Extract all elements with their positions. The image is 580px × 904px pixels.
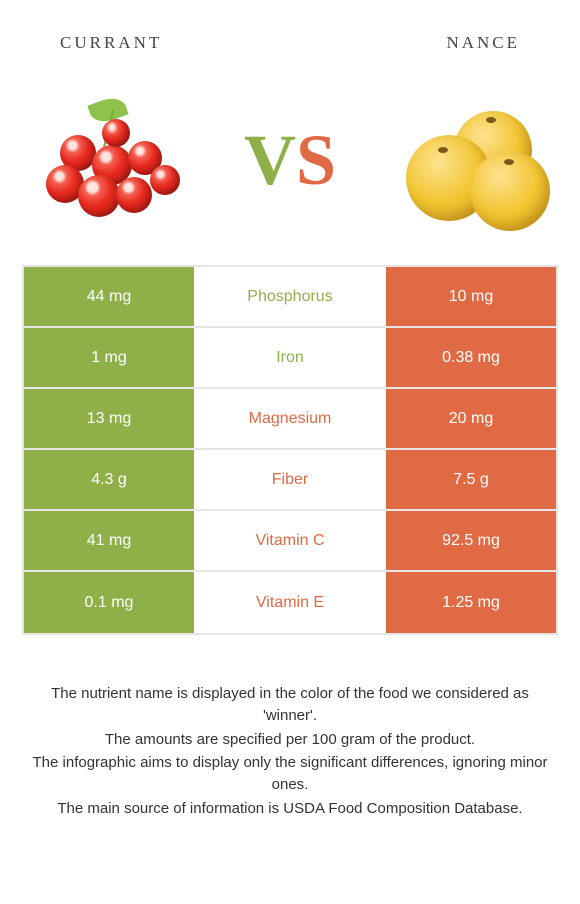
nutrient-label: Vitamin C <box>194 511 386 570</box>
value-left: 44 mg <box>24 267 194 326</box>
footnote-line: The infographic aims to display only the… <box>24 752 556 796</box>
currant-image <box>30 95 190 225</box>
nance-image <box>390 95 550 225</box>
footnote-line: The main source of information is USDA F… <box>24 798 556 820</box>
vs-s: S <box>296 120 336 200</box>
vs-label: VS <box>244 119 336 202</box>
nutrient-row: 44 mgPhosphorus10 mg <box>24 267 556 328</box>
value-left: 1 mg <box>24 328 194 387</box>
value-left: 41 mg <box>24 511 194 570</box>
nutrient-row: 1 mgIron0.38 mg <box>24 328 556 389</box>
value-right: 0.38 mg <box>386 328 556 387</box>
footnote-line: The amounts are specified per 100 gram o… <box>24 729 556 751</box>
hero: VS <box>0 65 580 255</box>
value-left: 13 mg <box>24 389 194 448</box>
nutrient-label: Phosphorus <box>194 267 386 326</box>
value-right: 10 mg <box>386 267 556 326</box>
nutrient-row: 0.1 mgVitamin E1.25 mg <box>24 572 556 633</box>
value-right: 92.5 mg <box>386 511 556 570</box>
nutrient-table: 44 mgPhosphorus10 mg1 mgIron0.38 mg13 mg… <box>22 265 558 635</box>
nutrient-label: Iron <box>194 328 386 387</box>
nutrient-label: Magnesium <box>194 389 386 448</box>
footnotes: The nutrient name is displayed in the co… <box>0 683 580 820</box>
title-right: nance <box>446 28 520 55</box>
value-right: 1.25 mg <box>386 572 556 633</box>
value-right: 20 mg <box>386 389 556 448</box>
header: currant nance <box>0 0 580 65</box>
nutrient-row: 13 mgMagnesium20 mg <box>24 389 556 450</box>
value-left: 0.1 mg <box>24 572 194 633</box>
value-right: 7.5 g <box>386 450 556 509</box>
nutrient-row: 41 mgVitamin C92.5 mg <box>24 511 556 572</box>
title-left: currant <box>60 28 162 55</box>
footnote-line: The nutrient name is displayed in the co… <box>24 683 556 727</box>
value-left: 4.3 g <box>24 450 194 509</box>
nutrient-row: 4.3 gFiber7.5 g <box>24 450 556 511</box>
vs-v: V <box>244 120 296 200</box>
nutrient-label: Vitamin E <box>194 572 386 633</box>
nutrient-label: Fiber <box>194 450 386 509</box>
